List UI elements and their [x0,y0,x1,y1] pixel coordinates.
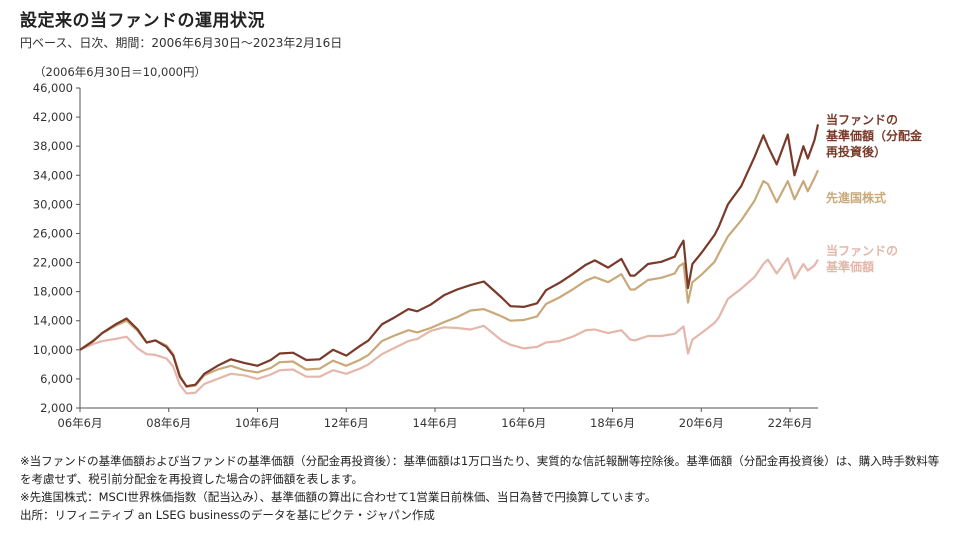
unit-note: （2006年6月30日＝10,000円） [34,65,206,79]
series-label: 当ファンドの基準価額（分配金再投資後） [825,112,923,159]
y-tick-label: 10,000 [33,343,73,357]
y-tick-label: 26,000 [33,226,73,240]
y-tick-label: 46,000 [33,81,73,95]
series-line [79,124,820,388]
x-tick-label: 08年6月 [146,416,191,430]
series-line [79,169,820,388]
x-tick-label: 16年6月 [501,416,546,430]
series-line [79,257,819,395]
line-chart: （2006年6月30日＝10,000円） 2,000 6,000 10,000 14,… [33,65,923,430]
x-tick-label: 12年6月 [324,416,369,430]
y-tick-label: 38,000 [33,139,73,153]
chart-axes: 2,000 6,000 10,000 14,000 18,000 22,000 26,000… [33,81,818,430]
series-label: 先進国株式 [826,190,886,205]
series-label-line: 再投資後） [826,144,886,159]
series-label: 当ファンドの基準価額 [825,243,898,274]
y-tick-label: 34,000 [33,168,73,182]
y-tick-label: 2,000 [40,401,73,415]
footnote: ※当ファンドの基準価額および当ファンドの基準価額（分配金再投資後）：基準価額は1… [20,454,940,486]
y-tick-label: 30,000 [33,197,73,211]
chart-subtitle: 円ベース、日次、期間：2006年6月30日～2023年2月16日 [20,36,343,50]
series-label-line: 当ファンドの [826,243,898,258]
series-layer [79,124,820,395]
x-tick-label: 14年6月 [413,416,458,430]
y-tick-label: 42,000 [33,110,73,124]
x-tick-label: 10年6月 [235,416,280,430]
y-tick-label: 6,000 [40,372,73,386]
series-label-line: 当ファンドの [826,112,898,127]
x-tick-label: 18年6月 [590,416,635,430]
y-tick-label: 14,000 [33,314,73,328]
series-label-line: 基準価額 [825,259,874,274]
footnotes: ※当ファンドの基準価額および当ファンドの基準価額（分配金再投資後）：基準価額は1… [20,452,950,524]
x-tick-label: 20年6月 [679,416,724,430]
y-tick-label: 22,000 [33,256,73,270]
x-tick-label: 22年6月 [768,416,813,430]
series-label-line: 基準価額（分配金 [825,128,923,143]
footnote: 出所：リフィニティブ an LSEG businessのデータを基にピクテ・ジャ… [20,508,435,522]
chart-title: 設定来の当ファンドの運用状況 [20,11,265,31]
series-label-line: 先進国株式 [826,190,886,205]
footnote: ※先進国株式：MSCI世界株価指数（配当込み）、基準価額の算出に合わせて1営業日… [20,490,657,504]
x-tick-label: 06年6月 [58,416,103,430]
y-tick-label: 18,000 [33,285,73,299]
